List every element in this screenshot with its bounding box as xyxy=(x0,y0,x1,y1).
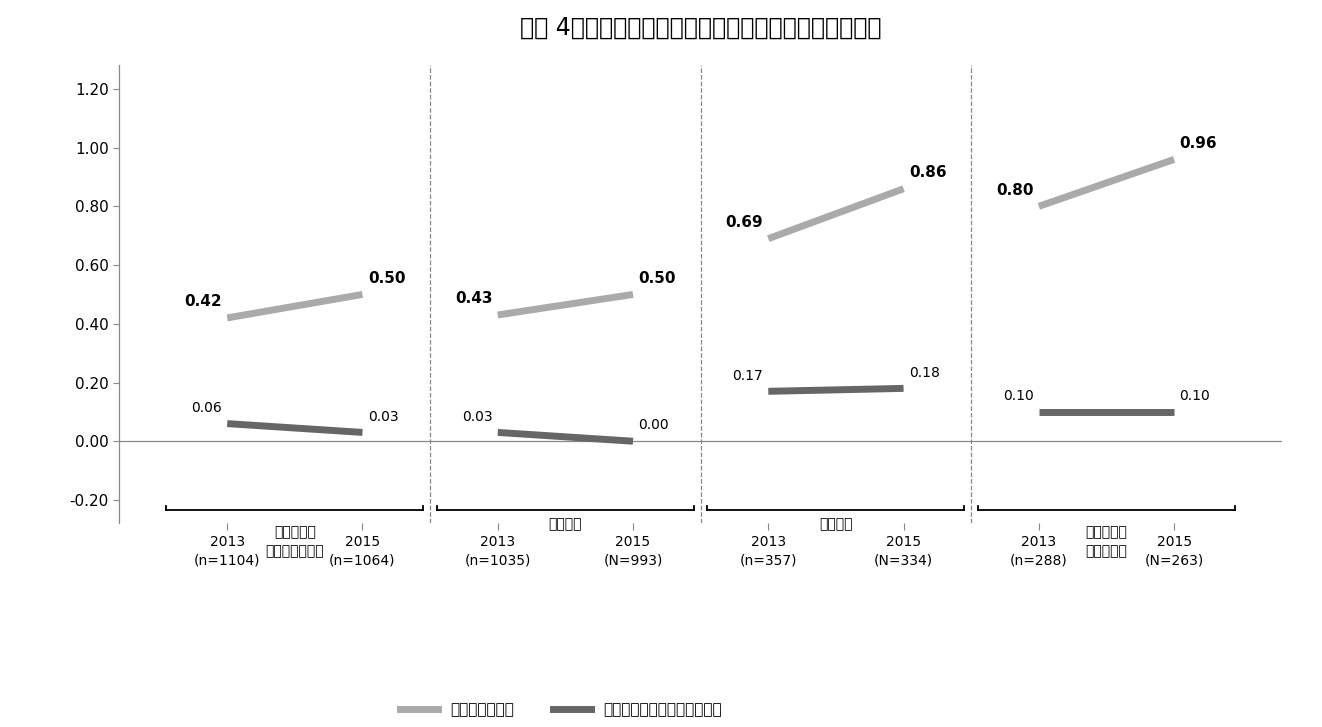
Text: 0.96: 0.96 xyxy=(1179,135,1218,150)
Text: 0.69: 0.69 xyxy=(726,215,763,230)
Text: 0.86: 0.86 xyxy=(910,165,947,180)
Text: 0.03: 0.03 xyxy=(368,409,398,424)
Text: うち株式: うち株式 xyxy=(549,518,582,531)
Text: 0.80: 0.80 xyxy=(995,182,1034,198)
Text: 0.10: 0.10 xyxy=(1179,389,1210,403)
Legend: 金融リテラシー, コンサルティング／情報希求: 金融リテラシー, コンサルティング／情報希求 xyxy=(401,702,722,718)
Text: 0.03: 0.03 xyxy=(461,409,492,424)
Text: 0.00: 0.00 xyxy=(639,419,669,433)
Text: 0.06: 0.06 xyxy=(192,401,222,415)
Text: 0.18: 0.18 xyxy=(910,366,940,379)
Text: 0.10: 0.10 xyxy=(1002,389,1034,403)
Text: 株式・投信
とも保有者: 株式・投信 とも保有者 xyxy=(1085,526,1128,558)
Text: 0.43: 0.43 xyxy=(455,292,492,306)
Text: 0.50: 0.50 xyxy=(368,270,406,286)
Text: 0.50: 0.50 xyxy=(639,270,676,286)
Text: 0.17: 0.17 xyxy=(732,369,763,382)
Title: 図表 4　株式・投資信託保有者の金融リテラシーの推移: 図表 4 株式・投資信託保有者の金融リテラシーの推移 xyxy=(520,16,882,40)
Text: うち投信: うち投信 xyxy=(820,518,853,531)
Text: 株式または
投資信託保有者: 株式または 投資信託保有者 xyxy=(266,526,324,558)
Text: 0.42: 0.42 xyxy=(184,294,222,309)
